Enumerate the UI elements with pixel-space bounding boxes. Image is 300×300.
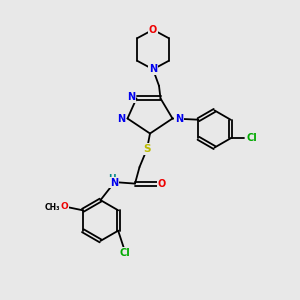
Text: Cl: Cl	[120, 248, 130, 258]
Text: O: O	[158, 178, 166, 189]
Text: N: N	[117, 113, 125, 124]
Text: O: O	[149, 25, 157, 35]
Text: H: H	[108, 174, 116, 183]
Text: S: S	[143, 144, 151, 154]
Text: Cl: Cl	[246, 133, 257, 143]
Text: N: N	[149, 64, 157, 74]
Text: N: N	[127, 92, 135, 102]
Text: N: N	[175, 113, 183, 124]
Text: N: N	[110, 178, 118, 188]
Text: O: O	[60, 202, 68, 211]
Text: CH₃: CH₃	[45, 203, 61, 212]
